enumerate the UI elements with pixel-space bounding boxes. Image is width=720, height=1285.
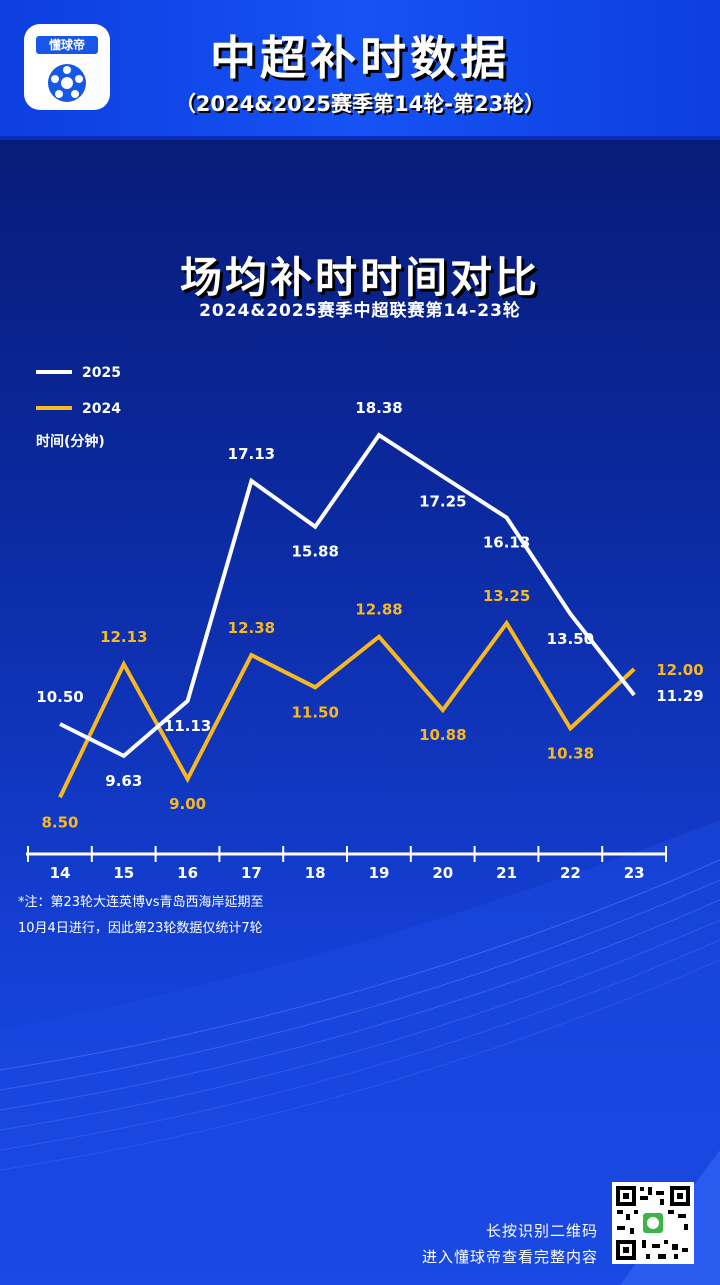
data-label-2025: 11.29 [656,687,703,705]
data-label-2025: 9.63 [105,772,142,790]
data-label-2025: 17.25 [419,493,466,511]
page-subtitle: （2024&2025赛季第14轮-第23轮） [174,92,546,116]
data-label-2024: 10.88 [419,726,466,744]
data-labels: 10.50 9.63 11.13 17.13 15.88 18.38 17.25 16.13 1… [36,399,703,831]
x-tick-label: 16 [177,864,198,882]
x-tick-label: 14 [50,864,71,882]
data-label-2025: 15.88 [291,543,338,561]
x-tick-label: 18 [305,864,326,882]
footnote-line-1: *注：第23轮大连英博vs青岛西海岸延期至 [18,895,264,910]
chart-legend: 2025 2024 时间(分钟) [36,365,121,450]
footer-text: 长按识别二维码 进入懂球帝查看完整内容 [422,1218,598,1270]
chart-subtitle: 2024&2025赛季中超联赛第14-23轮 [199,301,521,321]
footnote: *注：第23轮大连英博vs青岛西海岸延期至 10月4日进行，因此第23轮数据仅统… [18,890,264,942]
data-label-2024: 13.25 [483,587,530,605]
chart-series [58,432,636,799]
qr-code[interactable] [612,1182,694,1264]
series-line-2025 [59,432,636,759]
data-label-2025: 11.13 [164,717,211,735]
legend-label-2024: 2024 [82,401,121,417]
data-label-2024: 12.38 [228,619,275,637]
data-label-2025: 18.38 [355,399,402,417]
data-label-2024: 11.50 [291,703,338,721]
x-tick-label: 17 [241,864,262,882]
data-label-2025: 10.50 [36,688,83,706]
data-label-2024: 10.38 [547,744,594,762]
y-axis-unit-label: 时间(分钟) [36,433,105,450]
x-tick-label: 20 [432,864,453,882]
x-axis: 14 15 16 17 18 19 20 21 22 23 [26,846,667,882]
x-tick-label: 15 [113,864,134,882]
series-line-2024 [58,619,636,799]
logo-label: 懂球帝 [36,36,98,54]
soccer-ball-icon [48,64,86,102]
legend-label-2025: 2025 [82,365,121,381]
footnote-line-2: 10月4日进行，因此第23轮数据仅统计7轮 [18,921,263,936]
data-label-2024: 12.88 [355,601,402,619]
x-tick-label: 21 [496,864,517,882]
data-label-2024: 8.50 [41,813,78,831]
header-banner: 懂球帝 中超补时数据 （2024&2025赛季第14轮-第23轮） [0,0,720,140]
data-label-2025: 17.13 [228,445,275,463]
footer-line-1: 长按识别二维码 [485,1222,598,1240]
app-logo: 懂球帝 [24,24,110,110]
page-title: 中超补时数据 [210,31,510,85]
data-label-2024: 9.00 [169,795,206,813]
data-label-2024: 12.13 [100,628,147,646]
x-tick-label: 19 [369,864,390,882]
chart-title: 场均补时时间对比 [179,253,540,302]
data-label-2024: 12.00 [656,661,703,679]
data-label-2025: 16.13 [483,534,530,552]
x-tick-label: 22 [560,864,581,882]
footer-line-2: 进入懂球帝查看完整内容 [421,1248,598,1266]
x-tick-label: 23 [624,864,645,882]
data-label-2025: 13.50 [547,630,594,648]
